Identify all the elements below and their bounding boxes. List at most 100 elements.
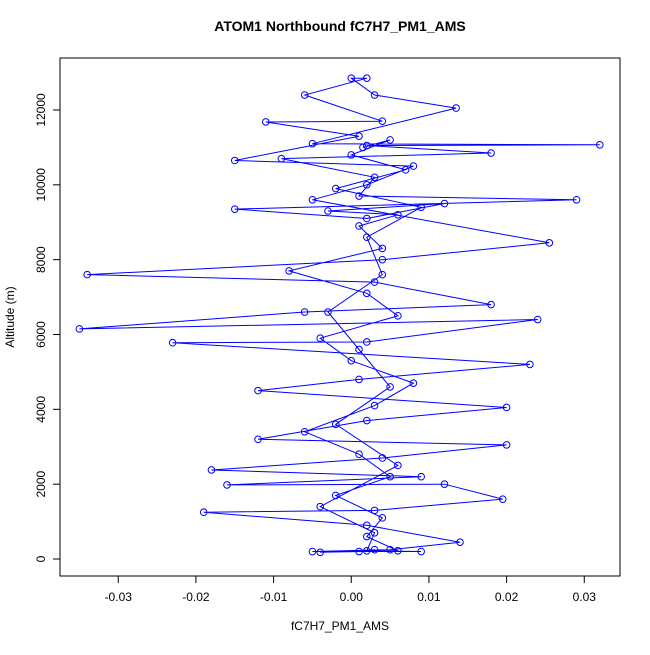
data-point [355, 450, 363, 459]
data-point [308, 547, 317, 556]
data-point [277, 154, 286, 163]
x-axis-label: fC7H7_PM1_AMS [291, 619, 389, 633]
data-point [417, 203, 425, 212]
data-point [347, 151, 356, 159]
y-tick-label: 8000 [34, 246, 48, 273]
data-point [498, 495, 507, 503]
data-point [378, 255, 387, 264]
data-point [359, 143, 367, 152]
data-point [370, 173, 379, 182]
data-point [362, 338, 371, 346]
data-point [362, 289, 371, 298]
data-point [386, 383, 394, 391]
data-point [207, 466, 216, 474]
y-tick-label: 12000 [34, 93, 48, 127]
data-point [378, 514, 387, 522]
x-tick-label: 0.02 [495, 590, 519, 604]
data-point [355, 132, 363, 140]
data-point [409, 162, 418, 170]
y-tick-label: 6000 [34, 321, 48, 348]
data-point [386, 472, 394, 481]
data-point [362, 233, 371, 242]
data-point [355, 547, 363, 556]
data-point [370, 91, 379, 99]
data-point [331, 491, 340, 500]
data-point [347, 356, 356, 365]
data-point [254, 386, 262, 395]
data-point [362, 141, 371, 150]
data-point [370, 506, 379, 515]
y-tick-label: 10000 [34, 168, 48, 202]
data-point [230, 156, 239, 165]
data-point [386, 545, 394, 554]
x-tick-label: -0.01 [260, 590, 288, 604]
data-point [362, 214, 371, 223]
data-point [401, 166, 410, 174]
data-point [199, 508, 208, 517]
data-point [533, 315, 542, 324]
data-point [526, 360, 534, 369]
data-point [378, 454, 387, 462]
data-point [262, 118, 270, 126]
data-point [223, 481, 231, 489]
data-point [487, 300, 495, 309]
data-point [355, 222, 363, 230]
data-point [308, 139, 317, 148]
data-point [456, 538, 464, 546]
x-tick-label: 0.01 [417, 590, 441, 604]
data-point [370, 545, 379, 554]
data-point [545, 239, 554, 247]
x-tick-label: -0.02 [182, 590, 210, 604]
data-point [378, 270, 387, 279]
data-point [362, 546, 371, 555]
data-point [83, 270, 91, 279]
data-point [355, 192, 363, 200]
data-point [355, 375, 363, 384]
data-point [308, 195, 317, 204]
data-point [300, 427, 309, 436]
data-point [316, 548, 324, 557]
x-tick-label: 0.03 [573, 590, 597, 604]
data-point [417, 472, 425, 481]
data-point [487, 149, 495, 157]
y-tick-label: 4000 [34, 396, 48, 423]
data-point [316, 502, 324, 511]
data-point [331, 184, 340, 193]
data-point [378, 244, 387, 253]
plot-frame [59, 57, 621, 577]
data-point [331, 420, 340, 429]
data-point [355, 345, 363, 354]
y-tick-label: 2000 [34, 471, 48, 498]
data-point [596, 140, 604, 149]
data-point [370, 401, 379, 410]
data-point [168, 338, 177, 347]
data-point [502, 403, 511, 412]
y-axis-label: Altitude (m) [3, 286, 17, 347]
data-point [362, 521, 371, 530]
data-point [440, 480, 449, 488]
data-point [362, 532, 371, 541]
data-point [285, 267, 293, 275]
data-point [347, 74, 356, 82]
data-point [452, 104, 460, 112]
x-tick-label: -0.03 [105, 590, 133, 604]
x-tick-label: 0.00 [340, 590, 364, 604]
y-tick-label: 0 [34, 555, 48, 562]
data-point [378, 117, 387, 126]
data-point [417, 547, 425, 556]
data-point [409, 379, 418, 387]
data-point [572, 195, 581, 204]
data-point [394, 210, 402, 219]
data-point [300, 91, 309, 99]
data-point [324, 308, 332, 316]
data-point [394, 546, 402, 555]
data-point [370, 529, 379, 537]
data-point [502, 441, 511, 449]
data-point [370, 278, 379, 286]
data-point [362, 181, 371, 189]
data-point [362, 416, 371, 425]
data-point [300, 308, 309, 316]
